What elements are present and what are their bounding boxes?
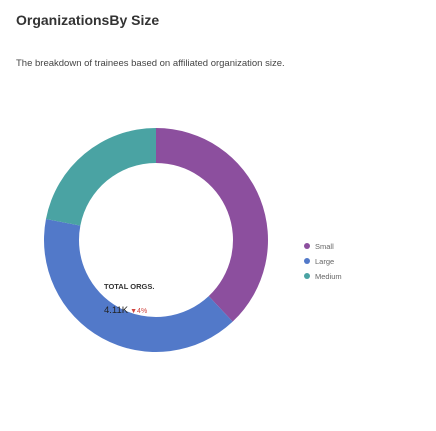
donut-center-total: 4.11K — [104, 305, 129, 316]
legend-label-small: Small — [315, 241, 334, 251]
donut-center-value: 4.11K ▼4% — [104, 305, 147, 316]
donut-center-change: ▼4% — [130, 308, 148, 315]
legend-item-small[interactable]: Small — [304, 240, 342, 252]
donut-center-label: TOTAL ORGS. — [104, 282, 155, 291]
legend-item-medium[interactable]: Medium — [304, 270, 342, 282]
legend-dot-small — [304, 243, 310, 249]
legend-label-medium: Medium — [315, 271, 342, 281]
legend-label-large: Large — [315, 256, 335, 266]
legend-item-large[interactable]: Large — [304, 255, 342, 267]
chart-legend: Small Large Medium — [304, 240, 342, 285]
card-subtitle: The breakdown of trainees based on affil… — [16, 58, 285, 69]
donut-slice-small[interactable] — [156, 128, 268, 322]
donut-slice-medium[interactable] — [45, 128, 157, 226]
donut-slice-large[interactable] — [43, 219, 233, 353]
card-title: OrganizationsBy Size — [16, 12, 160, 28]
legend-dot-large — [304, 258, 310, 264]
legend-dot-medium — [304, 273, 310, 279]
